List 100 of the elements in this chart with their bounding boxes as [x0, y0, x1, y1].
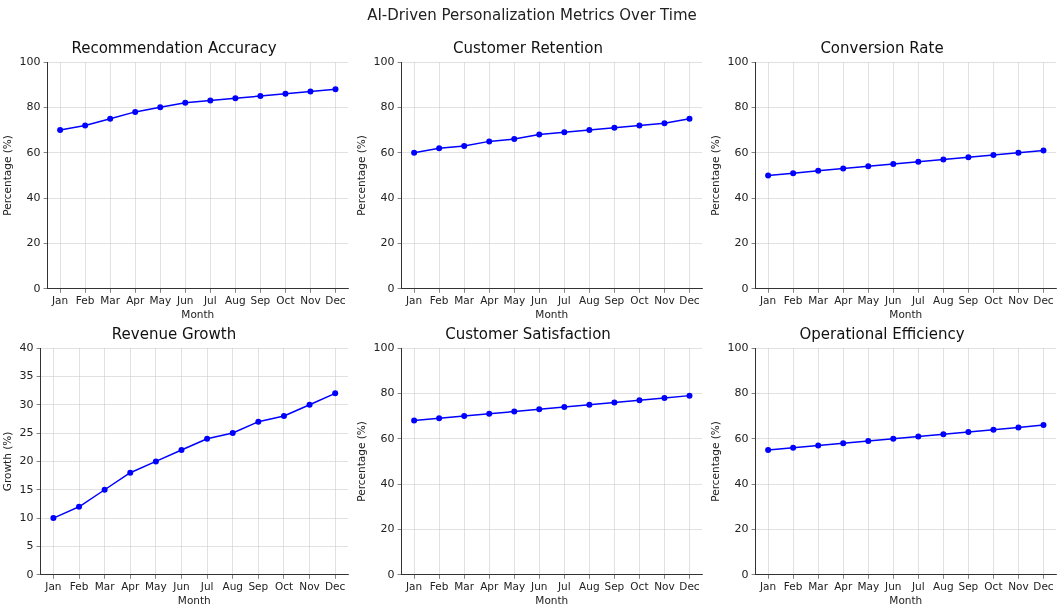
- point: [661, 120, 668, 127]
- point: [82, 122, 89, 129]
- point: [940, 431, 947, 438]
- point: [661, 394, 668, 401]
- point: [686, 392, 693, 399]
- point: [280, 413, 287, 420]
- y-tick-label: 20: [26, 236, 41, 250]
- x-tick-label: May: [857, 579, 880, 592]
- y-tick-label: 80: [734, 386, 749, 400]
- x-tick-label: Apr: [121, 579, 141, 592]
- x-axis-title: Month: [181, 308, 215, 321]
- point: [132, 108, 139, 115]
- y-tick-label: 25: [19, 425, 34, 439]
- x-tick-label: Aug: [579, 579, 600, 592]
- point: [332, 390, 339, 397]
- x-tick-label: Aug: [933, 293, 954, 306]
- x-tick-label: May: [149, 293, 172, 306]
- x-tick-label: Apr: [480, 579, 499, 592]
- x-tick-label: Mar: [454, 293, 475, 306]
- y-axis-title: Percentage (%): [1, 135, 14, 216]
- y-axis-title: Percentage (%): [355, 135, 368, 216]
- y-tick-label: 15: [19, 482, 34, 496]
- x-axis-title: Month: [535, 308, 569, 321]
- x-tick-label: Mar: [808, 579, 829, 592]
- point: [815, 442, 822, 449]
- x-tick-label: Oct: [984, 293, 1003, 306]
- x-axis-title: Month: [535, 594, 569, 607]
- y-tick-label: 20: [380, 236, 395, 250]
- x-tick-label: May: [145, 579, 167, 592]
- y-tick-label: 40: [734, 476, 749, 490]
- x-tick-label: May: [503, 293, 526, 306]
- y-tick-label: 0: [26, 567, 34, 581]
- point: [686, 115, 693, 122]
- y-tick-label: 40: [380, 476, 395, 490]
- point: [815, 167, 822, 174]
- point: [636, 397, 643, 404]
- y-tick-label: 40: [19, 340, 34, 354]
- x-tick-label: Jan: [759, 293, 777, 306]
- chart-title: Conversion Rate: [820, 38, 944, 57]
- point: [461, 413, 468, 420]
- y-tick-label: 0: [387, 281, 395, 295]
- y-tick-label: 40: [380, 190, 395, 204]
- x-tick-label: Nov: [654, 579, 675, 592]
- x-tick-label: Sep: [248, 579, 269, 592]
- point: [107, 115, 114, 122]
- point: [865, 163, 872, 170]
- y-axis-title: Percentage (%): [709, 135, 722, 216]
- y-tick-label: 0: [387, 567, 395, 581]
- x-tick-label: Jul: [910, 293, 925, 306]
- x-tick-label: Sep: [250, 293, 271, 306]
- point: [257, 93, 264, 100]
- y-axis-title: Growth (%): [1, 431, 14, 492]
- x-tick-label: Jul: [199, 579, 214, 592]
- y-tick-label: 20: [734, 522, 749, 536]
- point: [586, 401, 593, 408]
- x-tick-label: Sep: [604, 293, 625, 306]
- text: AI-Driven Personalization Metrics Over Time: [366, 5, 698, 26]
- point: [611, 399, 618, 406]
- chart-title: Customer Retention: [453, 38, 603, 57]
- point: [990, 151, 997, 158]
- y-tick-label: 0: [33, 281, 41, 295]
- point: [411, 149, 418, 156]
- y-tick-label: 100: [373, 340, 395, 354]
- x-tick-label: Feb: [783, 579, 803, 592]
- x-tick-label: Jul: [910, 579, 925, 592]
- y-tick-label: 60: [26, 145, 41, 159]
- x-tick-label: Sep: [958, 293, 979, 306]
- point: [50, 515, 57, 522]
- x-tick-label: Dec: [1033, 293, 1054, 306]
- x-tick-label: Dec: [679, 293, 700, 306]
- x-tick-label: Oct: [984, 579, 1003, 592]
- x-tick-label: Oct: [630, 579, 649, 592]
- y-tick-label: 80: [734, 100, 749, 114]
- x-tick-label: Feb: [783, 293, 803, 306]
- point: [790, 170, 797, 177]
- x-tick-label: May: [857, 293, 880, 306]
- point: [411, 417, 418, 424]
- y-tick-label: 100: [19, 54, 41, 68]
- y-tick-label: 60: [734, 145, 749, 159]
- x-tick-label: Jun: [172, 579, 190, 592]
- point: [486, 410, 493, 417]
- x-tick-label: Jun: [884, 579, 902, 592]
- point: [940, 156, 947, 163]
- y-tick-label: 60: [380, 431, 395, 445]
- y-tick-label: 60: [380, 145, 395, 159]
- x-tick-label: Feb: [75, 293, 95, 306]
- point: [332, 86, 339, 93]
- x-tick-label: Apr: [834, 579, 853, 592]
- y-axis-title: Percentage (%): [355, 421, 368, 502]
- x-tick-label: Nov: [300, 293, 321, 306]
- chart-title: Revenue Growth: [111, 324, 237, 343]
- point: [840, 440, 847, 447]
- y-tick-label: 30: [19, 397, 34, 411]
- x-tick-label: Mar: [808, 293, 829, 306]
- x-tick-label: Jun: [530, 579, 548, 592]
- y-tick-label: 100: [727, 54, 749, 68]
- chart-title: Customer Satisfaction: [445, 324, 611, 343]
- x-tick-label: May: [503, 579, 526, 592]
- point: [915, 433, 922, 440]
- y-tick-label: 100: [727, 340, 749, 354]
